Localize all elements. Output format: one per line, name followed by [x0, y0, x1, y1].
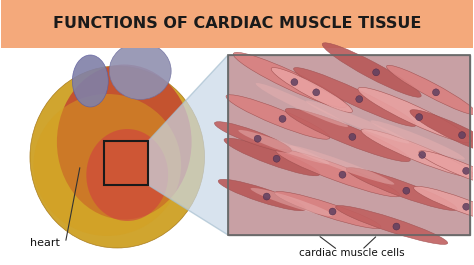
Circle shape: [419, 151, 426, 158]
Ellipse shape: [336, 206, 448, 244]
Ellipse shape: [293, 68, 416, 126]
Ellipse shape: [86, 129, 168, 221]
Circle shape: [273, 155, 280, 162]
Polygon shape: [148, 55, 228, 235]
Circle shape: [263, 193, 270, 200]
Circle shape: [393, 223, 400, 230]
Circle shape: [349, 133, 356, 140]
Ellipse shape: [274, 191, 381, 228]
Ellipse shape: [238, 130, 329, 164]
Circle shape: [356, 96, 363, 103]
Circle shape: [403, 187, 410, 194]
Ellipse shape: [226, 95, 330, 139]
Ellipse shape: [386, 65, 474, 115]
Ellipse shape: [218, 179, 306, 211]
Circle shape: [463, 203, 470, 210]
Text: FUNCTIONS OF CARDIAC MUSCLE TISSUE: FUNCTIONS OF CARDIAC MUSCLE TISSUE: [53, 16, 421, 31]
Ellipse shape: [271, 68, 353, 112]
Circle shape: [329, 208, 336, 215]
Ellipse shape: [30, 66, 205, 248]
Ellipse shape: [214, 122, 292, 152]
Circle shape: [432, 89, 439, 96]
Ellipse shape: [276, 149, 400, 197]
Ellipse shape: [109, 42, 171, 99]
Ellipse shape: [289, 145, 394, 185]
Ellipse shape: [370, 120, 465, 160]
Ellipse shape: [251, 188, 333, 216]
Ellipse shape: [410, 110, 474, 156]
Ellipse shape: [233, 52, 346, 108]
Text: cardiac muscle cells: cardiac muscle cells: [299, 248, 405, 258]
Circle shape: [254, 135, 261, 142]
Bar: [104, 141, 148, 185]
Bar: [0, 0, 474, 48]
Text: heart: heart: [30, 238, 60, 248]
Circle shape: [339, 171, 346, 178]
Circle shape: [279, 115, 286, 122]
Circle shape: [373, 69, 380, 76]
Ellipse shape: [224, 138, 320, 176]
Ellipse shape: [73, 55, 108, 107]
Ellipse shape: [414, 186, 474, 224]
Circle shape: [313, 89, 320, 96]
Circle shape: [458, 132, 465, 139]
Ellipse shape: [361, 129, 474, 177]
Ellipse shape: [358, 87, 471, 143]
Circle shape: [463, 167, 470, 174]
Circle shape: [291, 79, 298, 86]
Ellipse shape: [57, 64, 191, 219]
Ellipse shape: [285, 108, 410, 162]
Ellipse shape: [419, 151, 474, 187]
Bar: [228, 55, 471, 235]
Ellipse shape: [34, 94, 181, 236]
Ellipse shape: [255, 83, 348, 127]
Ellipse shape: [306, 100, 410, 143]
Ellipse shape: [322, 43, 421, 97]
Bar: [0, 48, 474, 265]
Bar: [228, 55, 471, 235]
Ellipse shape: [346, 168, 457, 210]
Circle shape: [416, 114, 423, 121]
